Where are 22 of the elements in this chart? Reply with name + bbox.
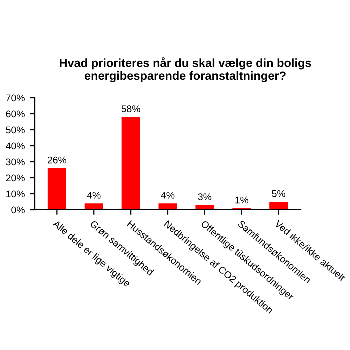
data-label: 4%	[161, 192, 175, 199]
data-label: 5%	[272, 190, 286, 198]
data-label: 4%	[87, 192, 101, 199]
bar	[158, 204, 178, 210]
bar	[270, 202, 288, 210]
chart-title: Hvad prioriteres når du skal vælge din boligs energibesparende foranstaltninger?	[60, 58, 312, 82]
y-tick-label: 20%	[6, 174, 25, 182]
data-label: 1%	[236, 196, 249, 204]
data-label: 26%	[48, 156, 67, 164]
y-tick-label: 10%	[6, 190, 25, 198]
data-label: 58%	[122, 106, 140, 112]
y-tick-label: 30%	[6, 158, 25, 166]
y-tick-label: 40%	[6, 142, 25, 150]
y-tick-label: 70%	[6, 94, 25, 102]
bar	[196, 205, 214, 210]
bar	[122, 117, 140, 210]
data-label: 3%	[198, 194, 212, 200]
bar	[84, 204, 104, 210]
y-tick-label: 60%	[6, 110, 25, 118]
y-tick-label: 0%	[12, 206, 25, 214]
bar	[48, 168, 66, 210]
y-tick-label: 50%	[6, 126, 25, 134]
